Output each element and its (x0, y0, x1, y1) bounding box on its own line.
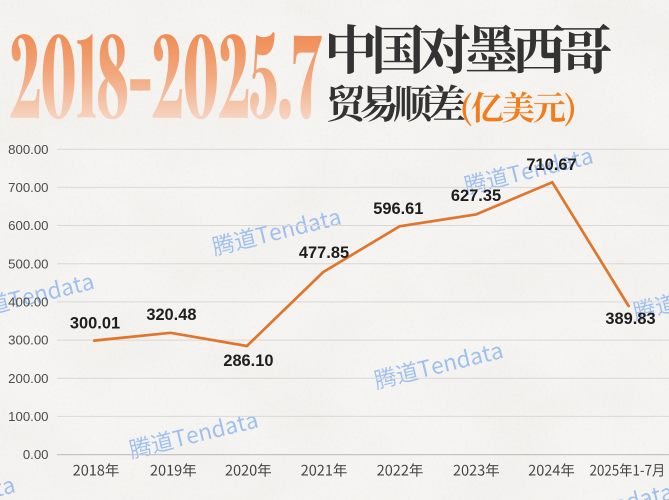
svg-text:400.00: 400.00 (8, 295, 48, 310)
svg-text:300.00: 300.00 (8, 333, 48, 348)
svg-text:320.48: 320.48 (146, 306, 196, 324)
svg-text:700.00: 700.00 (8, 180, 48, 195)
svg-text:627.35: 627.35 (451, 187, 501, 205)
svg-text:100.00: 100.00 (8, 409, 48, 424)
svg-text:710.67: 710.67 (526, 156, 576, 174)
svg-text:600.00: 600.00 (8, 218, 48, 233)
svg-text:200.00: 200.00 (8, 371, 48, 386)
svg-text:389.83: 389.83 (605, 310, 655, 328)
svg-text:286.10: 286.10 (223, 352, 273, 370)
svg-text:0.00: 0.00 (23, 447, 49, 462)
svg-text:500.00: 500.00 (8, 256, 48, 271)
svg-text:596.61: 596.61 (373, 200, 423, 218)
svg-text:300.01: 300.01 (70, 315, 120, 333)
svg-text:800.00: 800.00 (8, 142, 48, 157)
svg-text:477.85: 477.85 (299, 244, 349, 262)
